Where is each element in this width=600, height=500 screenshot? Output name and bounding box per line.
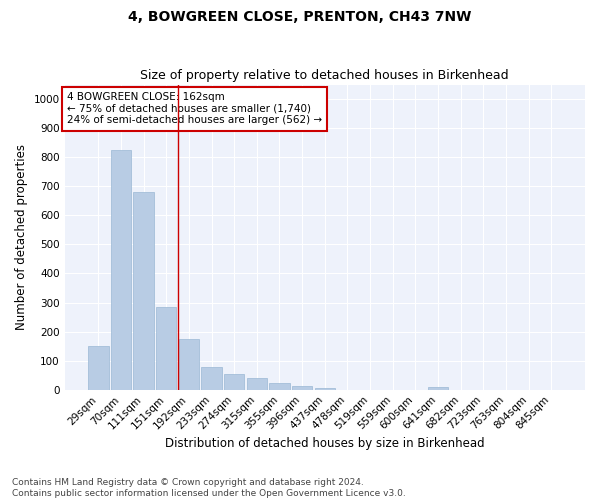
Text: 4, BOWGREEN CLOSE, PRENTON, CH43 7NW: 4, BOWGREEN CLOSE, PRENTON, CH43 7NW (128, 10, 472, 24)
Bar (428, 387, 448, 390)
Text: Contains HM Land Registry data © Crown copyright and database right 2024.
Contai: Contains HM Land Registry data © Crown c… (12, 478, 406, 498)
Bar (88, 346, 109, 390)
Bar (269, 384, 290, 390)
Bar (314, 388, 335, 390)
Bar (133, 192, 154, 390)
Y-axis label: Number of detached properties: Number of detached properties (15, 144, 28, 330)
Bar (247, 378, 267, 390)
Bar (179, 339, 199, 390)
Bar (224, 374, 244, 390)
Text: 4 BOWGREEN CLOSE: 162sqm
← 75% of detached houses are smaller (1,740)
24% of sem: 4 BOWGREEN CLOSE: 162sqm ← 75% of detach… (67, 92, 322, 126)
Bar (202, 367, 222, 390)
X-axis label: Distribution of detached houses by size in Birkenhead: Distribution of detached houses by size … (165, 437, 485, 450)
Bar (156, 307, 176, 390)
Bar (292, 386, 313, 390)
Bar (111, 150, 131, 390)
Title: Size of property relative to detached houses in Birkenhead: Size of property relative to detached ho… (140, 69, 509, 82)
